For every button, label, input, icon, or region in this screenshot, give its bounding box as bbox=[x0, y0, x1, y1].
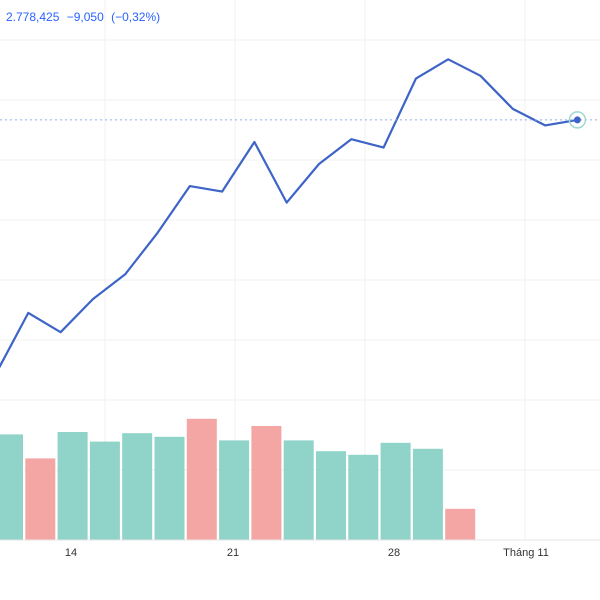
volume-bar bbox=[0, 434, 23, 540]
volume-bar bbox=[348, 454, 379, 540]
volume-bar bbox=[412, 448, 443, 540]
volume-bar bbox=[445, 508, 476, 540]
volume-bar bbox=[154, 436, 185, 540]
volume-bar bbox=[283, 440, 314, 540]
volume-bar bbox=[57, 432, 88, 540]
volume-bar bbox=[186, 418, 217, 540]
price-line bbox=[0, 58, 579, 369]
price-change-percent: (−0,32%) bbox=[111, 10, 161, 24]
volume-bar bbox=[122, 433, 153, 540]
volume-bar bbox=[25, 458, 56, 540]
last-point-ring bbox=[568, 111, 587, 129]
volume-bar bbox=[251, 426, 282, 540]
volume-bar bbox=[316, 451, 346, 540]
x-tick-label: 28 bbox=[388, 547, 400, 559]
last-point-marker bbox=[573, 116, 581, 124]
volume-bar bbox=[380, 442, 411, 540]
price-change: −9,050 bbox=[66, 10, 104, 24]
x-tick-label: 14 bbox=[65, 547, 77, 559]
volume-bar bbox=[89, 441, 120, 540]
x-tick-label: 21 bbox=[227, 547, 239, 559]
volume-bar bbox=[219, 440, 250, 540]
x-tick-label: Tháng 11 bbox=[503, 547, 549, 559]
last-price: 2.778,425 bbox=[6, 10, 60, 24]
price-legend: 2.778,425 −9,050 (−0,32%) bbox=[6, 10, 164, 24]
